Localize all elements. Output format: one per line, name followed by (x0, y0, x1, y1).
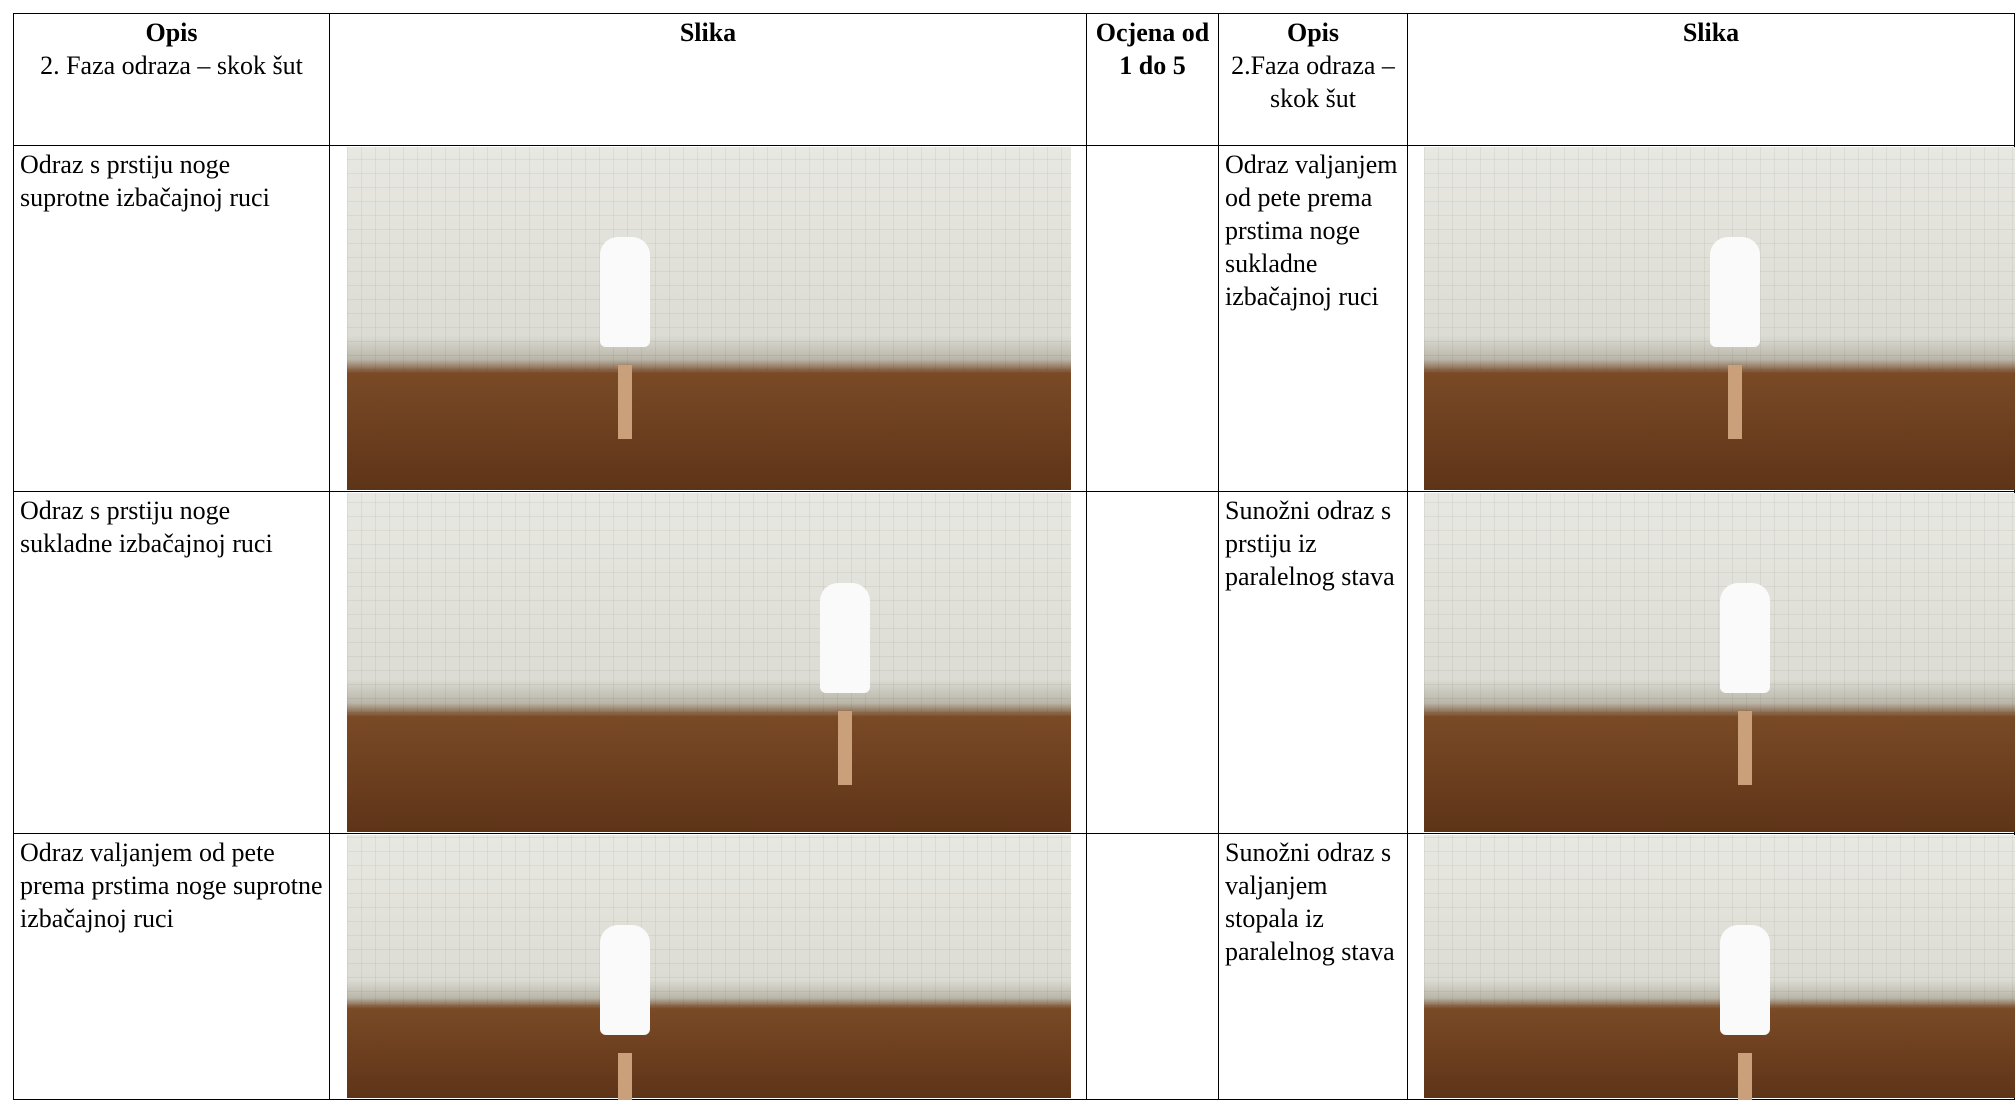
header-subtitle: 2.Faza odraza –skok šut (1231, 51, 1395, 113)
header-cell: Opis 2.Faza odraza –skok šut (1218, 13, 1408, 146)
header-cell: Ocjena od 1 do 5 (1086, 13, 1219, 146)
grade-cell (1086, 145, 1219, 492)
header-subtitle: 2. Faza odraza – skok šut (40, 51, 303, 80)
photo (1424, 147, 2015, 490)
photo (347, 493, 1071, 832)
photo (1424, 835, 2015, 1098)
desc-cell: Odraz s prstiju noge suprotne izbačajnoj… (13, 145, 330, 492)
net (1424, 835, 2015, 1006)
net (347, 835, 1071, 1006)
header-cell: Slika (329, 13, 1087, 146)
header-cell: Slika (1407, 13, 2015, 146)
desc-cell: Odraz s prstiju noge sukladne izbačajnoj… (13, 491, 330, 834)
player (820, 583, 870, 693)
player (600, 925, 650, 1035)
desc-cell: Sunožni odraz s prstiju iz paralelnog st… (1218, 491, 1408, 834)
net (347, 493, 1071, 714)
desc-cell: Sunožni odraz s valjanjem stopala iz par… (1218, 833, 1408, 1100)
header-title: Opis (1286, 18, 1340, 47)
header-title: Ocjena od 1 do 5 (1095, 18, 1210, 80)
player (1720, 583, 1770, 693)
grade-cell (1086, 491, 1219, 834)
header-title: Opis (145, 18, 198, 47)
header-title: Slika (1682, 18, 1740, 47)
photo (347, 147, 1071, 490)
desc-cell: Odraz valjanjem od pete prema prstima no… (13, 833, 330, 1100)
grade-cell (1086, 833, 1219, 1100)
net (1424, 493, 2015, 714)
photo (347, 835, 1071, 1098)
photo (1424, 493, 2015, 832)
player (1710, 237, 1760, 347)
net (347, 147, 1071, 370)
header-cell: Opis 2. Faza odraza – skok šut (13, 13, 330, 146)
player (600, 237, 650, 347)
header-title: Slika (679, 18, 737, 47)
desc-cell: Odraz valjanjem od pete prema prstima no… (1218, 145, 1408, 492)
player (1720, 925, 1770, 1035)
